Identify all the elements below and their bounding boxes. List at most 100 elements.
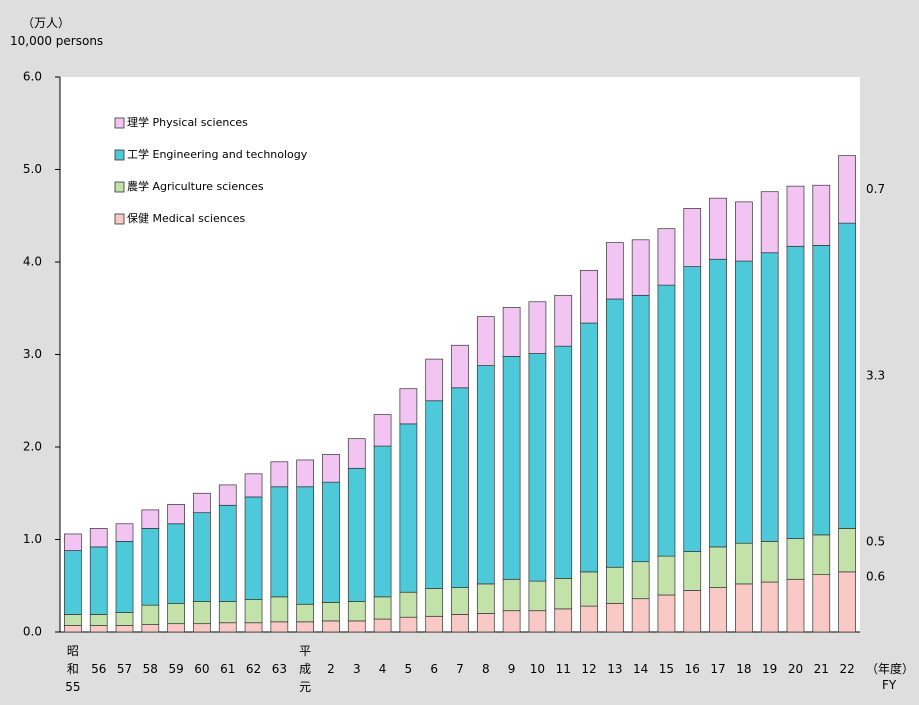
bar-segment [347, 467, 366, 602]
bar-segment [167, 602, 185, 625]
bar-segment [167, 523, 185, 604]
bar-segment [838, 528, 856, 573]
bar-segment [812, 245, 831, 536]
x-tick-label: 12 [581, 662, 597, 676]
bar-segment [347, 601, 366, 622]
bar-segment [812, 534, 831, 576]
bar-segment [451, 387, 469, 588]
bar-segment [115, 523, 134, 542]
x-tick-label: 63 [271, 662, 287, 676]
bar-segment [709, 258, 727, 548]
x-tick-label: 14 [633, 662, 649, 676]
bar-segment [631, 294, 650, 563]
bar-segment [605, 566, 624, 604]
bar-segment [657, 284, 676, 557]
bar-segment [115, 625, 134, 633]
bar-segment [476, 316, 495, 366]
bar-segment [812, 574, 831, 633]
bar-segment [270, 486, 289, 598]
bar-segment [322, 602, 340, 622]
x-tick-label: 13 [607, 662, 623, 676]
bar-segment [89, 625, 108, 633]
x-tick-label: 57 [116, 662, 133, 676]
bar-segment [218, 622, 237, 633]
bar-segment [64, 614, 82, 626]
x-tick-label: 4 [378, 662, 387, 676]
bar-segment [451, 587, 469, 615]
bar-segment [89, 528, 108, 548]
bar-segment [605, 602, 624, 633]
bar-segment [167, 504, 185, 525]
x-tick-label: 21 [813, 662, 829, 676]
bar-segment [605, 298, 624, 568]
bar-segment [296, 459, 315, 488]
bar-segment [476, 613, 495, 633]
legend-label: 工学 Engineering and technology [127, 147, 308, 161]
bar-segment [399, 423, 418, 593]
bar-segment [425, 615, 444, 633]
y-tick-label: 1.0 [23, 532, 42, 546]
bar-segment [64, 550, 82, 615]
bar-segment [115, 612, 134, 626]
y-unit-label-en: 10,000 persons [10, 34, 104, 48]
bar-segment [141, 624, 160, 633]
bar-segment [399, 616, 418, 633]
bar-segment [786, 245, 805, 539]
x-tick-label: 17 [710, 662, 726, 676]
bar-segment [89, 546, 108, 615]
bar-segment [218, 601, 237, 624]
bar-segment [735, 260, 753, 544]
bar-segment [812, 184, 831, 246]
bar-segment [528, 353, 547, 582]
end-label: 0.6 [866, 569, 885, 583]
bar-segment [760, 581, 779, 633]
legend-label: 理学 Physical sciences [127, 115, 248, 129]
legend-label: 保健 Medical sciences [127, 211, 246, 225]
x-tick-label: 6 [430, 662, 438, 676]
x-tick-label: 16 [684, 662, 700, 676]
bar-segment [580, 571, 598, 607]
y-tick-label: 2.0 [23, 440, 42, 454]
bar-segment [554, 577, 573, 610]
legend-swatch [114, 117, 125, 129]
x-tick-label: 昭和55 [65, 644, 81, 694]
bar-segment [347, 438, 366, 469]
x-tick-label: 3 [352, 662, 361, 676]
bar-segment [735, 542, 753, 585]
x-tick-label: 20 [787, 662, 804, 676]
end-label: 0.7 [866, 182, 885, 196]
bar-segment [631, 598, 650, 633]
x-tick-label: 56 [91, 662, 107, 676]
x-tick-label: 7 [456, 662, 464, 676]
x-tick-label: 58 [142, 662, 158, 676]
bar-segment [244, 599, 263, 624]
end-label: 0.5 [866, 535, 885, 549]
bar-segment [193, 601, 211, 625]
legend-swatch [114, 213, 125, 225]
bar-segment [141, 528, 160, 606]
bar-segment [683, 590, 702, 633]
bar-segment [141, 509, 160, 529]
bar-segment [399, 591, 418, 618]
bar-segment [528, 301, 547, 354]
bar-segment [631, 561, 650, 600]
bar-segment [425, 400, 444, 589]
bar-segment [735, 583, 753, 633]
legend-swatch [114, 181, 125, 193]
end-label: 3.3 [866, 368, 885, 382]
bar-segment [244, 622, 263, 633]
x-tick-label: 62 [245, 662, 262, 676]
x-unit-label: （年度） [866, 662, 915, 676]
bar-segment [683, 208, 702, 267]
x-tick-label: 10 [529, 662, 546, 676]
bar-segment [141, 604, 160, 625]
x-tick-label: 22 [839, 662, 855, 676]
bar-segment [760, 540, 779, 583]
bar-segment [838, 571, 856, 633]
bar-segment [218, 504, 237, 602]
legend-label: 農学 Agriculture sciences [127, 179, 264, 193]
bar-segment [657, 555, 676, 596]
bar-segment [270, 461, 289, 488]
bar-segment [554, 294, 573, 347]
